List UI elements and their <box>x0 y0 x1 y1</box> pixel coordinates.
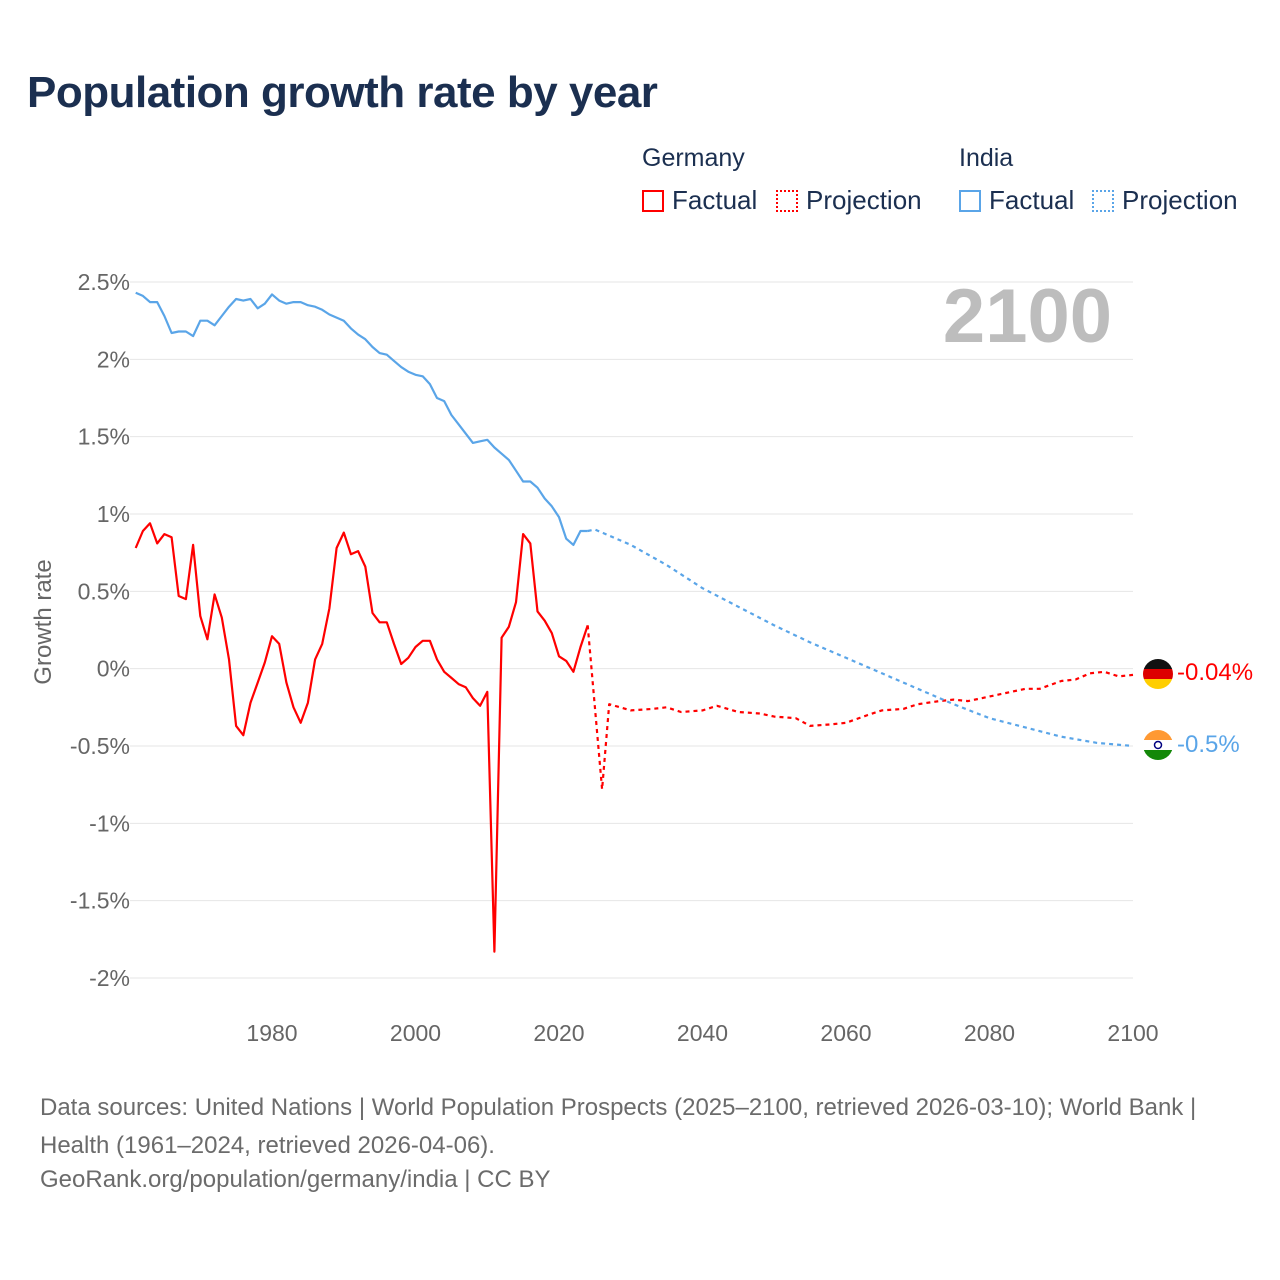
y-tick-label: 1.5% <box>78 424 130 450</box>
x-tick-label: 1980 <box>246 1020 297 1046</box>
legend-swatch-dotted-red <box>776 189 798 212</box>
y-tick-label: 2% <box>97 346 130 372</box>
y-tick-label: -2% <box>89 965 130 991</box>
x-tick-label: 2040 <box>677 1020 728 1046</box>
x-tick-label: 2020 <box>533 1020 584 1046</box>
y-tick-label: 0% <box>97 656 130 682</box>
chart-title: Population growth rate by year <box>27 68 658 117</box>
legend-group-germany: Germany <box>642 144 745 172</box>
year-watermark: 2100 <box>943 274 1112 359</box>
germany-flag-icon <box>1143 659 1173 689</box>
legend-swatch-solid-blue <box>959 189 981 212</box>
y-tick-label: 2.5% <box>78 269 130 295</box>
y-tick-label: -0.5% <box>70 733 130 759</box>
legend-label: Projection <box>806 185 922 215</box>
x-tick-label: 2080 <box>964 1020 1015 1046</box>
legend-label: Projection <box>1122 185 1238 215</box>
y-tick-label: -1% <box>89 810 130 836</box>
legend-india-factual[interactable]: Factual <box>959 185 1074 216</box>
credit-link[interactable]: GeoRank.org/population/germany/india | C… <box>40 1166 551 1193</box>
legend-india-projection[interactable]: Projection <box>1092 185 1238 216</box>
y-tick-label: 1% <box>97 501 130 527</box>
series-india-projection <box>587 528 1134 748</box>
y-axis-title: Growth rate <box>30 559 57 684</box>
series-germany-factual <box>134 522 589 953</box>
legend-germany-projection[interactable]: Projection <box>776 185 922 216</box>
india-end-label: -0.5% <box>1177 731 1240 758</box>
source-note: Data sources: United Nations | World Pop… <box>40 1094 1197 1159</box>
y-tick-label: 0.5% <box>78 578 130 604</box>
x-tick-label: 2000 <box>390 1020 441 1046</box>
india-flag-icon <box>1143 730 1173 760</box>
legend-label: Factual <box>672 185 758 215</box>
series-germany-projection <box>586 625 1134 791</box>
x-tick-label: 2100 <box>1107 1020 1158 1046</box>
legend-germany-factual[interactable]: Factual <box>642 185 757 216</box>
legend-swatch-solid-red <box>642 189 664 212</box>
y-tick-label: -1.5% <box>70 888 130 914</box>
series-india-factual <box>135 291 588 546</box>
legend-swatch-dotted-blue <box>1092 189 1114 212</box>
germany-end-label: -0.04% <box>1177 659 1253 686</box>
legend-label: Factual <box>989 185 1075 215</box>
x-tick-label: 2060 <box>820 1020 871 1046</box>
legend-group-india: India <box>959 144 1014 172</box>
